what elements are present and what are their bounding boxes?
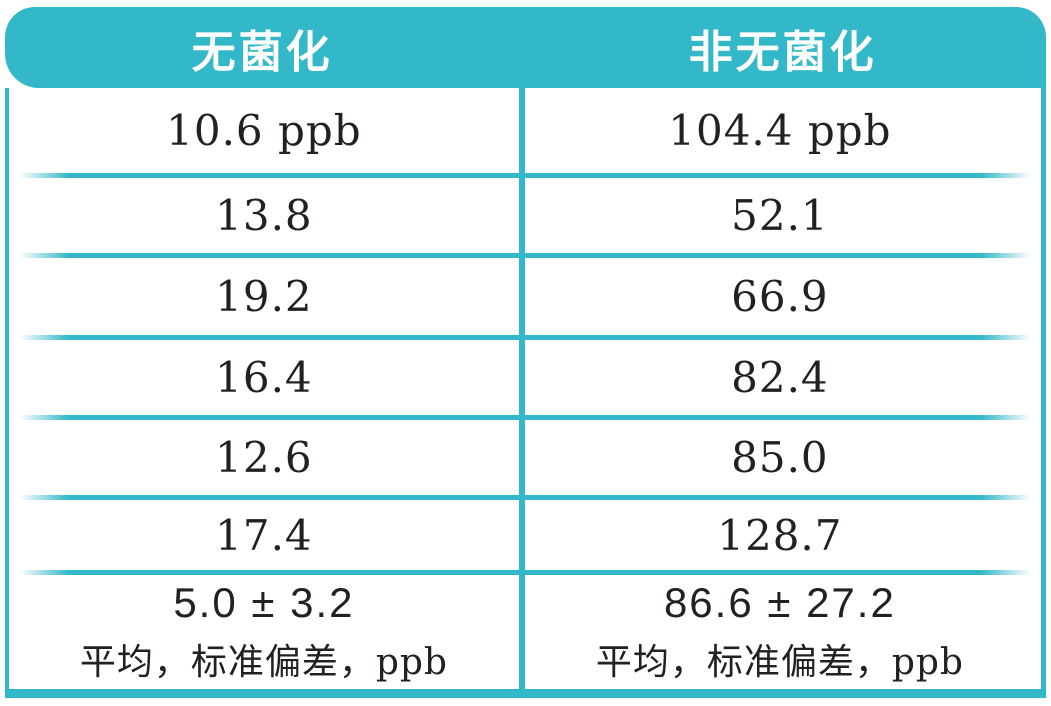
row-divider [9, 335, 1041, 340]
table-row: 17.4 128.7 [9, 500, 1041, 570]
column-header-non-sterilized-label: 非无菌化 [688, 26, 877, 78]
column-header-sterilized: 无菌化 [5, 7, 519, 88]
cell-sterilized-5: 12.6 [215, 433, 313, 482]
cell-non-sterilized-1: 104.4 ppb [668, 106, 892, 155]
table-row: 10.6 ppb 104.4 ppb [9, 88, 1041, 173]
cell-non-sterilized-6: 128.7 [717, 510, 843, 560]
column-divider [518, 88, 525, 689]
column-header-sterilized-label: 无菌化 [191, 26, 333, 78]
table-row: 12.6 85.0 [9, 420, 1041, 495]
table-bottom-border [5, 689, 1046, 698]
row-divider [9, 415, 1041, 420]
column-header-non-sterilized: 非无菌化 [519, 7, 1046, 88]
summary-cell-sterilized: 5.0 ± 3.2 平均，标准偏差，ppb [9, 575, 519, 689]
cell-sterilized-6: 17.4 [215, 510, 313, 560]
table-row: 13.8 52.1 [9, 178, 1041, 253]
cell-sterilized-2: 13.8 [215, 191, 313, 240]
cell-non-sterilized-2: 52.1 [731, 191, 829, 240]
data-table: 无菌化 非无菌化 10.6 ppb 104.4 ppb 13.8 52.1 19… [5, 7, 1046, 698]
summary-row: 5.0 ± 3.2 平均，标准偏差，ppb 86.6 ± 27.2 平均，标准偏… [9, 575, 1041, 689]
row-divider [9, 173, 1041, 178]
row-divider [9, 570, 1041, 575]
summary-value-non-sterilized: 86.6 ± 27.2 [663, 579, 896, 626]
summary-label-non-sterilized: 平均，标准偏差，ppb [595, 642, 964, 683]
cell-non-sterilized-5: 85.0 [731, 433, 829, 482]
cell-sterilized-3: 19.2 [215, 272, 313, 321]
row-divider [9, 253, 1041, 258]
table-body: 10.6 ppb 104.4 ppb 13.8 52.1 19.2 66.9 1… [5, 88, 1046, 689]
table-header-row: 无菌化 非无菌化 [5, 7, 1046, 88]
cell-sterilized-1: 10.6 ppb [166, 106, 362, 155]
summary-label-sterilized: 平均，标准偏差，ppb [79, 642, 448, 683]
cell-non-sterilized-4: 82.4 [731, 353, 829, 402]
summary-value-sterilized: 5.0 ± 3.2 [173, 579, 355, 626]
table-row: 19.2 66.9 [9, 258, 1041, 335]
table-row: 16.4 82.4 [9, 340, 1041, 415]
cell-sterilized-4: 16.4 [215, 353, 313, 402]
row-divider [9, 495, 1041, 500]
cell-non-sterilized-3: 66.9 [731, 272, 829, 321]
summary-cell-non-sterilized: 86.6 ± 27.2 平均，标准偏差，ppb [519, 575, 1041, 689]
